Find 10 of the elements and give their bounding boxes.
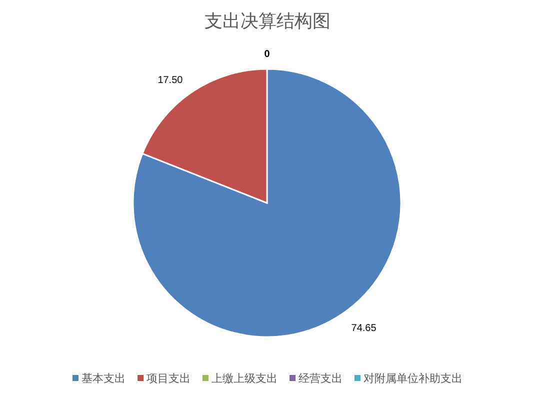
legend-label: 项目支出 [146,372,190,385]
text: 0 [264,49,270,60]
legend-label: 基本支出 [82,372,126,385]
legend-label: 对附属单位补助支出 [364,372,462,385]
data-label: 17.50 [158,74,184,86]
data-label: 74.65 [351,323,377,334]
legend-label: 经营支出 [298,372,342,385]
pie-slice [132,68,402,338]
chart-title: 支出决算结构图 [204,11,330,31]
legend-label: 上缴上级支出 [212,372,278,385]
